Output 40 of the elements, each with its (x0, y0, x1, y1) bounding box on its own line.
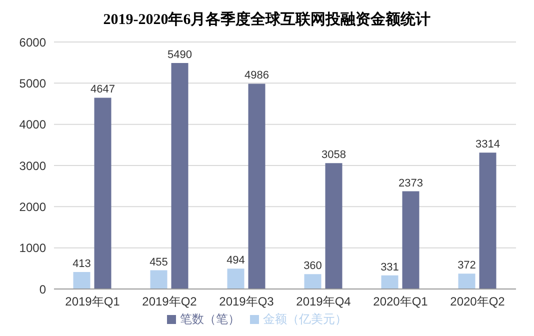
y-tick-label: 3000 (19, 158, 46, 173)
data-label: 331 (380, 261, 399, 274)
bar (458, 274, 476, 289)
y-tick-label: 6000 (19, 35, 46, 50)
chart-title: 2019-2020年6月各季度全球互联网投融资金额统计 (102, 10, 432, 30)
data-label: 413 (72, 258, 91, 270)
bar (304, 274, 322, 289)
bar (402, 191, 420, 289)
data-label: 494 (226, 254, 245, 267)
bar (325, 163, 342, 289)
bar (171, 62, 188, 289)
legend-label: 笔数（笔） (180, 312, 240, 326)
bar (227, 268, 244, 289)
data-label: 4986 (244, 70, 269, 82)
bar (479, 152, 496, 289)
bar (150, 270, 168, 289)
data-label: 372 (458, 260, 476, 272)
bar (73, 272, 90, 289)
data-label: 3058 (322, 149, 346, 162)
legend-label: 金额（亿美元） (263, 312, 347, 326)
x-tick-label: 2019年Q4 (296, 294, 352, 309)
data-label: 4647 (90, 84, 115, 96)
data-label: 5490 (168, 48, 192, 61)
data-label: 455 (150, 256, 168, 268)
data-label: 3314 (476, 138, 500, 151)
data-label: 2373 (398, 177, 423, 190)
x-tick-label: 2020年Q1 (373, 294, 428, 309)
bar (94, 98, 112, 289)
y-tick-label: 1000 (19, 241, 46, 256)
x-tick-label: 2019年Q3 (219, 294, 274, 309)
y-tick-label: 5000 (19, 76, 46, 90)
x-tick-label: 2019年Q1 (65, 294, 120, 309)
y-tick-label: 0 (39, 282, 46, 296)
y-tick-label: 4000 (19, 118, 46, 132)
x-tick-label: 2020年Q2 (450, 294, 506, 309)
x-tick-label: 2019年Q2 (142, 294, 198, 309)
data-label: 360 (304, 260, 322, 272)
y-tick-label: 2000 (19, 200, 46, 214)
bar (381, 275, 398, 289)
bar (248, 84, 266, 289)
